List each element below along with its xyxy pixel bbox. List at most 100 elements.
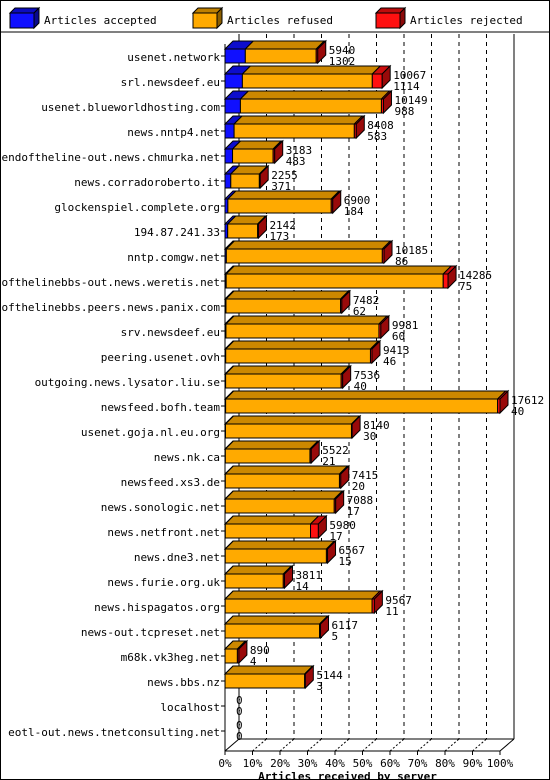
accepted-value-label: 86 (395, 255, 408, 268)
accepted-value-label: 3 (316, 680, 323, 693)
bar-segment-top (224, 540, 336, 550)
x-tick-label: 20% (270, 757, 290, 770)
accepted-value-label: 371 (271, 180, 291, 193)
category-label: news.corradoroberto.it (74, 176, 220, 189)
category-label: endofthelinebbs-out.news.weretis.net (0, 276, 220, 289)
legend-label: Articles accepted (44, 14, 157, 27)
category-label: news-out.tcpreset.net (81, 626, 220, 639)
accepted-value-label: 40 (511, 405, 524, 418)
floor-right-edge (499, 738, 515, 752)
bar-segment (224, 623, 321, 639)
accepted-value-label: 11 (385, 605, 398, 618)
bar-segment-top (224, 465, 349, 475)
gridline-floor (389, 738, 405, 752)
bar-segment-side (499, 389, 509, 415)
bar-segment-top (225, 240, 392, 250)
bar-segment (227, 223, 259, 239)
bar-segment-top (244, 40, 326, 50)
total-value-label: 6567 (339, 544, 366, 557)
category-label: 194.87.241.33 (134, 226, 220, 239)
accepted-value-label: 15 (339, 555, 352, 568)
category-label: usenet.network (127, 51, 220, 64)
category-label: m68k.vk3heg.net (121, 651, 220, 664)
category-label: news.netfront.net (107, 526, 220, 539)
bar-segment-side (383, 239, 393, 265)
total-value-label: 890 (250, 644, 270, 657)
accepted-value-label: 4 (250, 655, 257, 668)
bar-segment-top (223, 615, 329, 625)
accepted-value-label: 62 (353, 305, 366, 318)
category-label: newsfeed.bofh.team (101, 401, 221, 414)
bar-segment (224, 123, 235, 139)
bar-segment-top (223, 665, 314, 675)
bar-segment (224, 173, 232, 189)
category-label: news.hispagatos.org (94, 601, 220, 614)
bar-segment (232, 148, 274, 164)
gridline-floor (444, 738, 460, 752)
bar-segment-side (284, 564, 294, 590)
category-label: nntp.comgw.net (127, 251, 220, 264)
category-label: news.nntp4.net (127, 126, 220, 139)
bar-segment (225, 398, 499, 414)
x-tick-label: 100% (487, 757, 514, 770)
floor-left-edge (224, 738, 240, 752)
total-value-label: 5144 (316, 669, 343, 682)
bar-segment (224, 98, 241, 114)
bar-segment (224, 498, 335, 514)
legend-label: Articles rejected (410, 14, 523, 27)
bar-segment (225, 273, 444, 289)
x-axis-title: Articles received by server (258, 770, 437, 780)
bar-segment (225, 298, 342, 314)
bar-segment (371, 73, 383, 89)
total-value-label: 7482 (353, 294, 380, 307)
accepted-value-label: 21 (322, 455, 335, 468)
accepted-value-label: 1302 (329, 55, 356, 68)
bar-segment-side (382, 89, 392, 115)
bar-segment-top (224, 290, 350, 300)
bar-segment (224, 548, 327, 564)
bar-segment-top (224, 515, 320, 525)
bar-segment-side (257, 214, 267, 240)
category-label: news.dne3.net (134, 551, 220, 564)
bar-segment-side (355, 114, 365, 140)
bar-segment (224, 673, 306, 689)
category-label: outgoing.news.lysator.liu.se (35, 376, 220, 389)
bar-segment (225, 373, 342, 389)
category-label: newsfeed.xs3.de (121, 476, 220, 489)
x-tick-label: 40% (325, 757, 345, 770)
accepted-value-label: 14 (296, 580, 310, 593)
gridline-floor (362, 738, 377, 752)
bar-segment-side (304, 664, 314, 690)
category-label: news.bbs.nz (147, 676, 220, 689)
bar-segment-side (340, 464, 350, 490)
total-value-label: 5980 (329, 519, 356, 532)
bar-segment-side (447, 264, 457, 290)
x-tick-label: 30% (298, 757, 318, 770)
accepted-value-label: 483 (286, 155, 306, 168)
bar-segment-side (380, 314, 390, 340)
category-label: usenet.goja.nl.eu.org (81, 426, 220, 439)
bar-segment-top (224, 415, 361, 425)
category-label: usenet.blueworldhosting.com (41, 101, 220, 114)
bar-segment (224, 148, 234, 164)
bar-segment-side (332, 189, 342, 215)
bar-segment-side (371, 339, 381, 365)
bar-segment (241, 73, 373, 89)
bar-segment-side (317, 39, 327, 65)
total-value-label: 0 (236, 694, 243, 707)
bar-segment (225, 248, 383, 264)
category-label: localhost (160, 701, 220, 714)
bar-segment (310, 523, 319, 539)
accepted-value-label: 1114 (393, 80, 420, 93)
total-value-label: 6900 (344, 194, 371, 207)
x-tick-label: 60% (380, 757, 400, 770)
accepted-value-label: 0 (236, 705, 243, 718)
x-tick-label: 70% (408, 757, 428, 770)
gridline-floor (417, 738, 432, 752)
total-value-label: 14285 (459, 269, 492, 282)
total-value-label: 8408 (367, 119, 394, 132)
bar-segment (233, 123, 355, 139)
accepted-value-label: 5 (332, 630, 339, 643)
bar-segment-top (241, 65, 382, 75)
